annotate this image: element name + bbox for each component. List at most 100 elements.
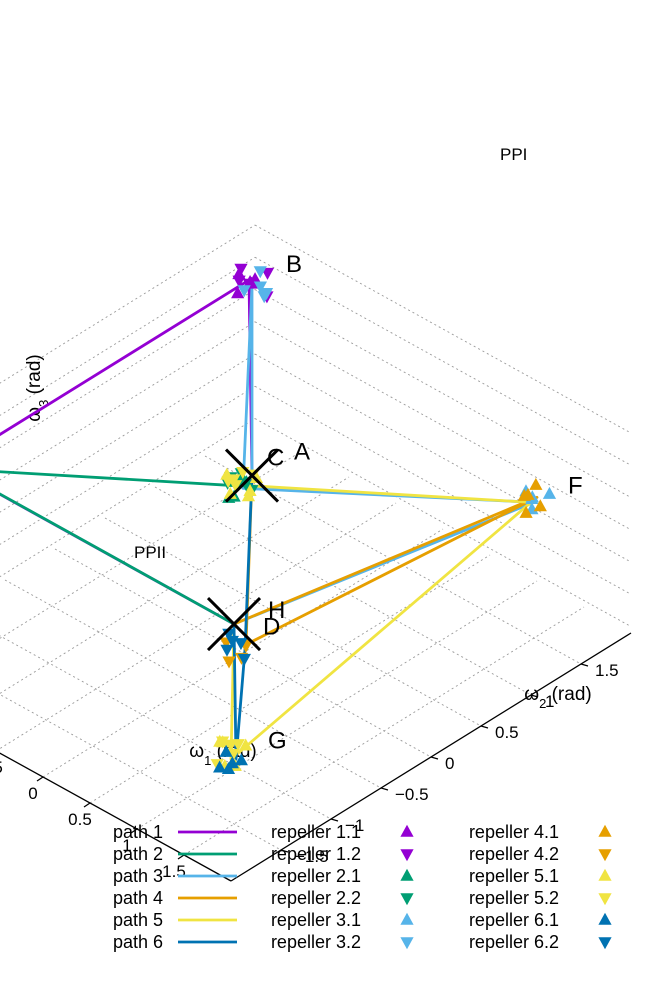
repeller-marker (219, 744, 233, 757)
repeller-marker (224, 739, 238, 752)
legend-marker (400, 868, 414, 881)
wall-grid-line (0, 224, 256, 384)
wall-grid-line (0, 321, 256, 481)
floor-grid-line (4, 579, 382, 789)
point-label-H: H (268, 597, 285, 624)
point-labels: ABCDEFGHPPIIPPI (134, 145, 583, 754)
repeller-marker (542, 486, 557, 499)
y-tick-label: 1 (545, 692, 554, 711)
wall-grid-line (0, 353, 256, 513)
legend-marker (598, 893, 612, 906)
wall-grid-line (0, 385, 256, 545)
x-tick-mark (130, 828, 138, 834)
repeller-marker (232, 275, 246, 288)
legend-marker (400, 824, 414, 837)
y-tick-label: 0.5 (495, 723, 519, 742)
cross-marker (206, 596, 262, 652)
legend-label: repeller 4.2 (469, 844, 559, 864)
floor-grid-line (104, 517, 482, 727)
series-path-path-3 (232, 283, 536, 626)
x-tick-mark (177, 854, 185, 860)
grid (0, 224, 632, 856)
repeller-marker (259, 288, 274, 301)
repeller-marker (519, 505, 533, 518)
legend-label: repeller 1.1 (271, 822, 361, 842)
wall-grid-line (254, 256, 632, 466)
point-label-D: D (263, 614, 280, 641)
legend-label: repeller 2.1 (271, 866, 361, 886)
floor-grid-line (89, 554, 491, 804)
y-tick-mark (280, 849, 289, 853)
repeller-marker (234, 753, 248, 766)
repeller-marker (220, 644, 234, 657)
point-label-F: F (568, 472, 583, 499)
y-axis-label: ω2 (rad) (524, 684, 591, 711)
legend-label: repeller 1.2 (271, 844, 361, 864)
y-tick-label: 1.5 (595, 661, 619, 680)
y-tick-mark (580, 663, 589, 667)
point-label-A: A (294, 439, 310, 466)
x-tick-label: 0.5 (68, 810, 92, 829)
legend-marker (400, 912, 414, 925)
repeller-marker (234, 263, 248, 276)
floor-grid-line (0, 450, 303, 639)
wall-grid-line (0, 418, 256, 578)
legend-marker (400, 937, 414, 950)
axis-labels: ω1 (rad)ω2 (rad)ω3 (rad) (24, 354, 592, 767)
z-axis-label: ω3 (rad) (24, 354, 51, 421)
point-label-G: G (268, 727, 287, 754)
repeller-marker (237, 285, 251, 298)
floor-grid-line (0, 476, 350, 694)
wall-grid-line (254, 418, 632, 627)
y-tick-mark (330, 818, 339, 822)
legend-label: path 2 (113, 844, 163, 864)
repeller-marker (242, 278, 256, 291)
repeller-marker (241, 489, 256, 502)
x-tick-mark (36, 776, 44, 782)
point-label-C: C (267, 444, 284, 471)
floor-grid-line (154, 486, 532, 696)
legend-label: repeller 2.2 (271, 888, 361, 908)
repeller-marker (517, 488, 531, 501)
floor-grid-line (0, 635, 332, 820)
legend-label: path 5 (113, 910, 163, 930)
floor-grid-line (136, 580, 538, 830)
wall-grid-line (0, 289, 256, 449)
legend-marker (400, 849, 414, 862)
series-path-path-5 (229, 483, 533, 761)
cross-marker (224, 448, 280, 503)
wall-grid-line (254, 385, 632, 595)
legend-label: path 6 (113, 932, 163, 952)
legend-marker (598, 849, 612, 862)
legend-label: path 3 (113, 866, 163, 886)
repeller-marker (222, 656, 236, 669)
legend-label: repeller 5.2 (469, 888, 559, 908)
legend-label: repeller 6.1 (469, 910, 559, 930)
x-tick-mark (83, 802, 91, 808)
y-tick-mark (480, 725, 489, 729)
legend-label: repeller 3.1 (271, 910, 361, 930)
legend-label: repeller 6.2 (469, 932, 559, 952)
y-tick-label: 0 (445, 754, 454, 773)
repeller-marker (239, 738, 253, 751)
repeller-markers (210, 263, 557, 774)
wall-grid-line (254, 321, 632, 531)
x-tick-label: 1.5 (162, 862, 186, 881)
legend-marker (598, 937, 612, 950)
legend-label: repeller 4.1 (469, 822, 559, 842)
x-tick-label: 1 (122, 836, 131, 855)
y-tick-label: −0.5 (395, 785, 429, 804)
legend-label: path 1 (113, 822, 163, 842)
region-label-PPI: PPI (500, 145, 527, 164)
series-path-path-2 (0, 470, 254, 626)
wall-grid-line (254, 289, 632, 498)
legend-marker (598, 912, 612, 925)
repeller-marker (227, 474, 241, 487)
axes (0, 632, 632, 882)
y-tick-mark (380, 787, 389, 791)
wall-grid-line (254, 224, 632, 434)
repeller-marker (215, 736, 230, 749)
floor-grid-line (54, 548, 432, 758)
repeller-marker (529, 477, 543, 490)
